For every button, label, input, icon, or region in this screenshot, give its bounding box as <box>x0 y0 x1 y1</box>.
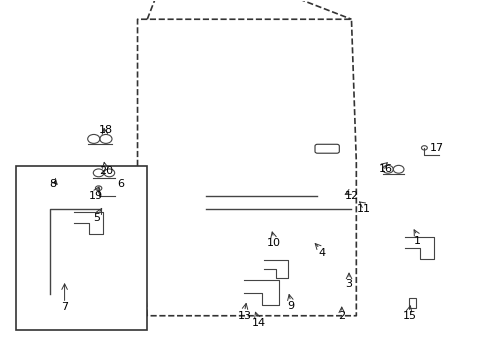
Text: 4: 4 <box>318 248 325 258</box>
Text: 18: 18 <box>99 125 113 135</box>
FancyBboxPatch shape <box>314 144 339 153</box>
Text: 8: 8 <box>49 179 56 189</box>
Text: 10: 10 <box>266 238 280 248</box>
Text: 11: 11 <box>356 203 370 213</box>
Bar <box>408 298 415 309</box>
Text: 6: 6 <box>117 179 124 189</box>
Text: 1: 1 <box>413 236 420 246</box>
Text: 3: 3 <box>345 279 352 289</box>
Text: 7: 7 <box>61 302 68 312</box>
Text: 12: 12 <box>344 191 358 201</box>
Text: 19: 19 <box>89 191 103 201</box>
Text: 9: 9 <box>286 301 294 311</box>
Text: 14: 14 <box>251 318 265 328</box>
Text: 17: 17 <box>428 143 443 153</box>
Text: 2: 2 <box>338 311 345 321</box>
Bar <box>16 166 147 330</box>
Text: 16: 16 <box>378 164 392 174</box>
Text: 20: 20 <box>99 166 113 176</box>
Text: 15: 15 <box>402 311 416 321</box>
Text: 13: 13 <box>237 311 251 321</box>
Text: 5: 5 <box>93 212 100 222</box>
